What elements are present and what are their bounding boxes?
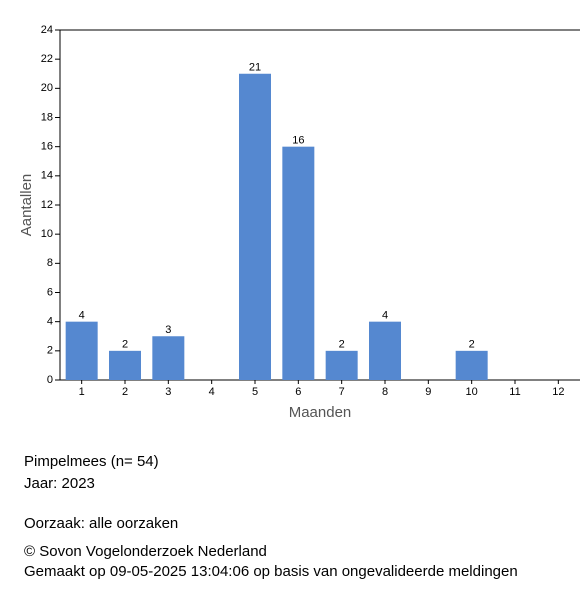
value-label: 4 <box>79 310 85 322</box>
value-label: 4 <box>382 310 388 322</box>
species: Pimpelmees (n= 54) <box>24 453 159 470</box>
x-tick-label: 2 <box>122 386 128 398</box>
x-tick-label: 12 <box>552 386 564 398</box>
x-axis-label: Maanden <box>289 404 352 421</box>
bar <box>369 321 401 380</box>
value-label: 16 <box>292 135 304 147</box>
year: Jaar: 2023 <box>24 475 95 492</box>
y-tick-label: 22 <box>41 53 53 65</box>
y-tick-label: 16 <box>41 141 53 153</box>
x-tick-label: 6 <box>295 386 301 398</box>
value-label: 21 <box>249 62 261 74</box>
x-tick-label: 11 <box>509 386 520 398</box>
bar <box>325 350 358 380</box>
x-tick-label: 7 <box>339 386 345 398</box>
chart: Maanden Aantallen 0246810121416182022241… <box>18 24 580 421</box>
y-tick-label: 18 <box>41 111 53 123</box>
copyright: © Sovon Vogelonderzoek Nederland <box>24 543 267 560</box>
bar <box>152 336 185 380</box>
y-tick-label: 4 <box>47 316 53 328</box>
value-label: 3 <box>165 324 171 336</box>
value-label: 2 <box>469 339 475 351</box>
x-tick-label: 4 <box>209 386 215 398</box>
y-tick-label: 2 <box>47 345 53 357</box>
y-tick-label: 24 <box>41 24 53 36</box>
x-tick-label: 1 <box>79 386 85 398</box>
bar <box>239 73 271 380</box>
bar <box>109 350 141 380</box>
y-axis-label: Aantallen <box>18 174 35 237</box>
created: Gemaakt op 09-05-2025 13:04:06 op basis … <box>24 563 518 580</box>
y-tick-label: 20 <box>41 82 53 94</box>
y-tick-label: 8 <box>47 257 53 269</box>
x-tick-label: 10 <box>466 386 478 398</box>
value-label: 2 <box>122 339 128 351</box>
value-label: 2 <box>339 339 345 351</box>
x-tick-label: 9 <box>425 386 431 398</box>
y-tick-label: 14 <box>41 170 53 182</box>
x-tick-label: 8 <box>382 386 388 398</box>
bar <box>282 146 315 380</box>
y-tick-label: 0 <box>47 374 53 386</box>
y-tick-label: 10 <box>41 228 53 240</box>
bar <box>455 350 488 380</box>
bar <box>65 321 98 380</box>
y-tick-label: 6 <box>47 286 53 298</box>
cause: Oorzaak: alle oorzaken <box>24 515 179 532</box>
y-tick-label: 12 <box>41 199 53 211</box>
x-tick-label: 3 <box>165 386 171 398</box>
x-tick-label: 5 <box>252 386 258 398</box>
